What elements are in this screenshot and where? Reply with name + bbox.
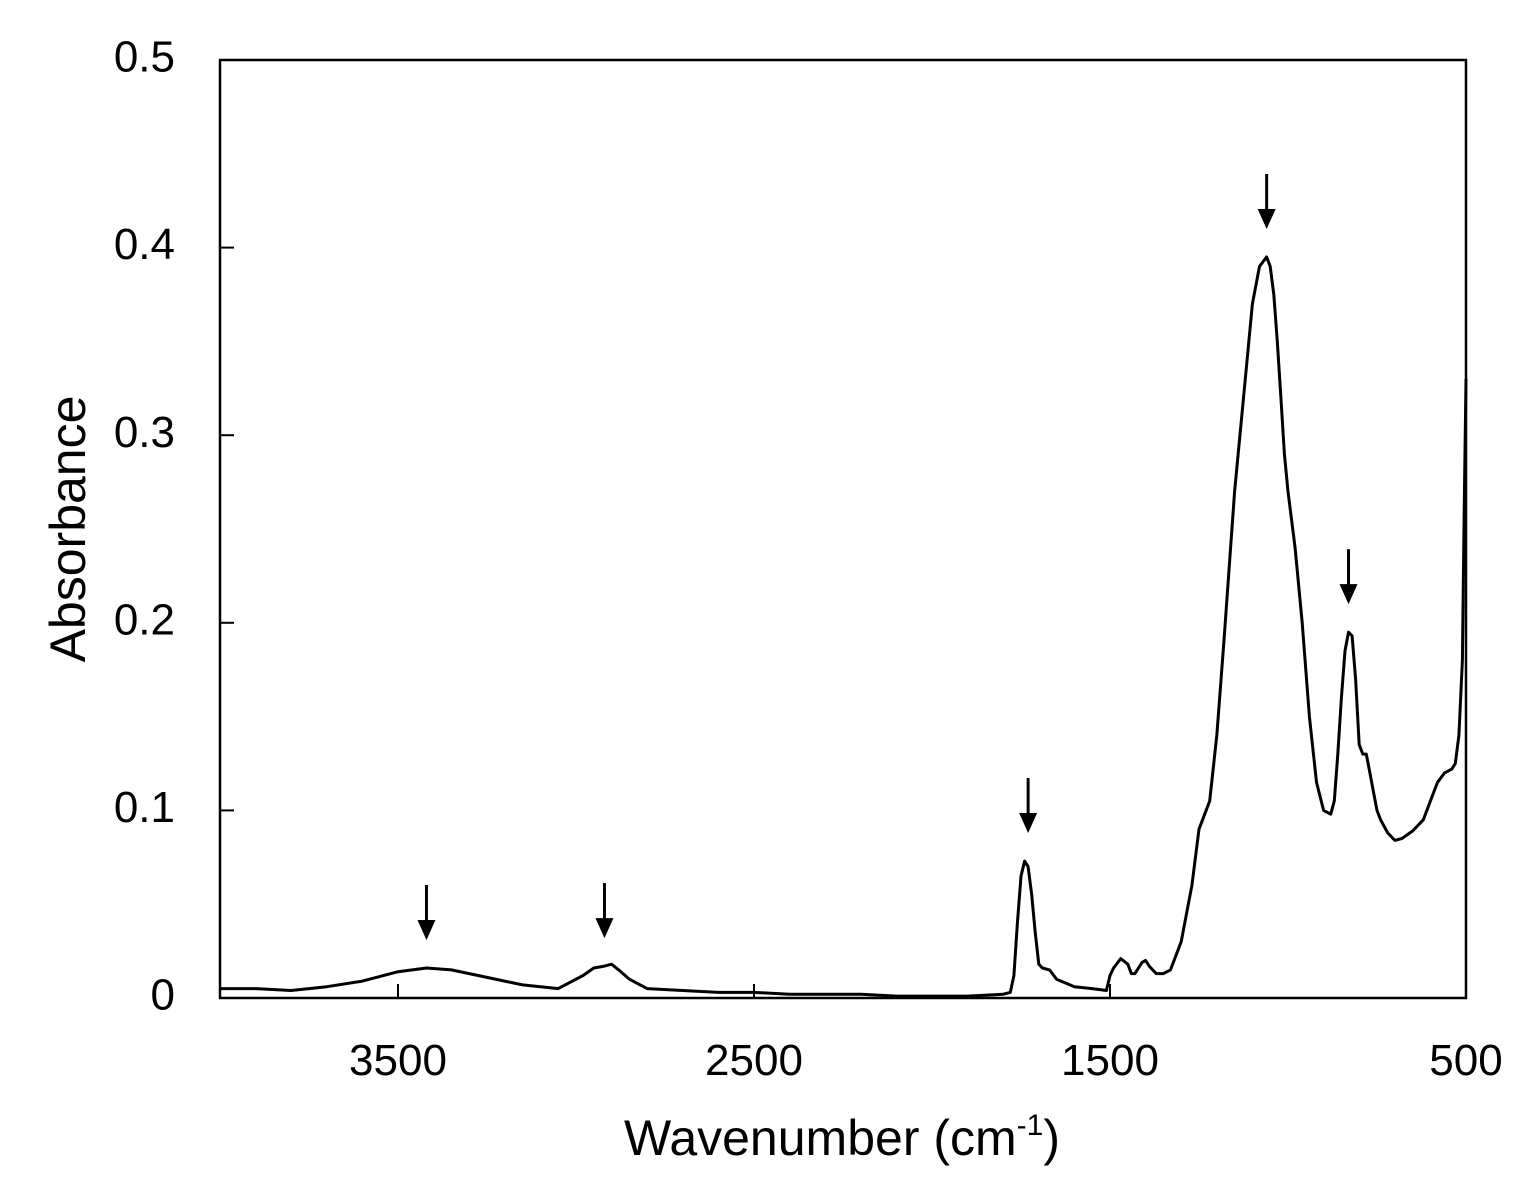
peak-arrow-head: [1257, 208, 1276, 229]
y-axis-ticks: 0 0.1 0.2 0.3 0.4 0.5: [114, 33, 234, 1020]
y-axis-title: Absorbance: [40, 396, 96, 663]
peak-arrow-head: [417, 919, 436, 940]
x-tick-label: 1500: [1061, 1036, 1159, 1085]
y-tick-label: 0.4: [114, 220, 175, 269]
y-tick-label: 0: [151, 971, 175, 1020]
y-tick-label: 0.2: [114, 595, 175, 644]
x-axis-title-superscript: -1: [1017, 1109, 1044, 1142]
x-tick-label: 3500: [349, 1036, 447, 1085]
y-tick-label: 0.1: [114, 783, 175, 832]
peak-arrows: [417, 173, 1358, 940]
y-tick-label: 0.5: [114, 33, 175, 82]
x-axis-title-main: Wavenumber (cm: [624, 1110, 1017, 1166]
x-axis-title: Wavenumber (cm-1): [624, 1109, 1060, 1166]
spectrum-line: [220, 255, 1468, 998]
x-tick-label: 2500: [705, 1036, 803, 1085]
x-axis-ticks: 3500 2500 1500 500: [349, 984, 1503, 1085]
x-axis-title-suffix: ): [1043, 1110, 1060, 1166]
y-tick-label: 0.3: [114, 408, 175, 457]
peak-arrow-head: [1339, 584, 1358, 605]
x-tick-label: 500: [1429, 1036, 1502, 1085]
peak-arrow-head: [1019, 813, 1038, 834]
plot-frame: [218, 58, 1468, 1000]
peak-arrow-head: [595, 918, 614, 939]
